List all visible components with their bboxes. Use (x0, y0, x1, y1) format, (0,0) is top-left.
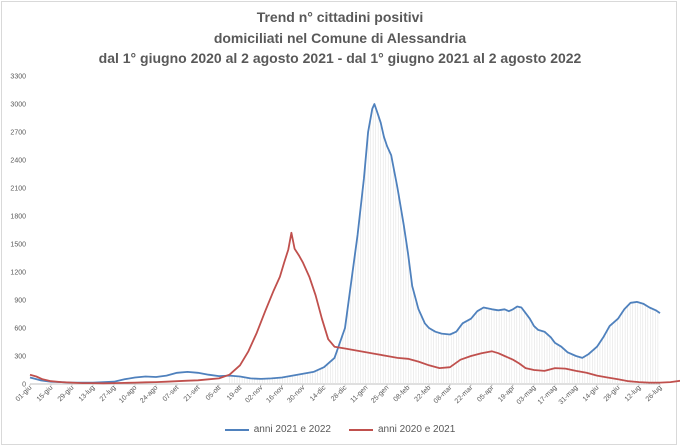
x-tick-label: 19-apr (497, 384, 517, 404)
series-line-1 (29, 103, 661, 384)
y-tick-label: 1500 (10, 242, 26, 249)
x-tick-label: 12-lug (624, 384, 643, 403)
x-tick-label: 03-mag (516, 384, 538, 406)
x-tick-label: 25-gen (370, 384, 390, 404)
x-tick-label: 16-nov (265, 384, 285, 404)
y-tick-label: 2100 (10, 186, 26, 193)
x-tick-label: 15-giu (36, 384, 55, 403)
x-tick-label: 24-ago (139, 384, 159, 404)
chart-title: Trend n° cittadini positivi (256, 9, 424, 25)
x-tick-label: 14-dic (309, 384, 328, 403)
x-tick-label: 21-set (183, 384, 202, 403)
x-tick-label: 05-ott (205, 384, 223, 402)
x-tick-label: 19-ott (226, 384, 244, 402)
chart-subtitle-1: domiciliati nel Comune di Alessandria (213, 30, 467, 46)
y-tick-label: 1200 (10, 270, 26, 277)
x-tick-label: 30-nov (286, 384, 306, 404)
y-tick-label: 1800 (10, 214, 26, 221)
x-tick-label: 29-giu (57, 384, 76, 403)
line-chart: 0 300 600 900 1200 1500 1800 2100 2400 2700 3000 33… (10, 74, 680, 406)
legend-item-series-2: anni 2020 e 2021 (349, 424, 455, 435)
x-tick-label: 27-lug (99, 384, 118, 403)
series-line-2 (29, 231, 680, 385)
x-tick-label: 28-giu (603, 384, 622, 403)
x-tick-label: 22-mar (454, 384, 475, 405)
x-tick-label: 31-mag (558, 384, 580, 406)
chart-subtitle-2: dal 1° giugno 2020 al 2 agosto 2021 - da… (98, 50, 582, 66)
y-tick-label: 300 (14, 354, 26, 361)
x-tick-label: 26-lug (645, 384, 664, 403)
y-tick-label: 2400 (10, 158, 26, 165)
x-tick-label: 17-mag (537, 384, 559, 406)
x-tick-label: 07-set (162, 384, 181, 403)
y-tick-label: 3300 (10, 74, 26, 81)
x-tick-label: 05-apr (476, 384, 496, 404)
x-tick-label: 10-ago (118, 384, 138, 404)
x-tick-label: 22-feb (413, 384, 432, 403)
y-tick-label: 900 (14, 298, 26, 305)
x-tick-label: 08-mar (433, 384, 454, 405)
legend-item-series-1: anni 2021 e 2022 (224, 424, 331, 435)
x-tick-label: 28-dic (330, 384, 349, 403)
chart-legend: anni 2021 e 2022 anni 2020 e 2021 (0, 424, 680, 435)
y-tick-label: 600 (14, 326, 26, 333)
x-tick-label: 13-lug (78, 384, 97, 403)
y-tick-label: 2700 (10, 130, 26, 137)
y-tick-label: 0 (22, 382, 26, 389)
x-tick-label: 08-feb (392, 384, 411, 403)
x-tick-label: 14-giu (582, 384, 601, 403)
x-tick-label: 02-nov (244, 384, 264, 404)
legend-swatch-series-2 (349, 428, 373, 431)
x-tick-label: 11-gen (349, 384, 369, 404)
legend-label-series-2: anni 2020 e 2021 (378, 424, 456, 435)
legend-swatch-series-1 (224, 428, 249, 431)
y-tick-label: 3000 (10, 102, 26, 109)
legend-label-series-1: anni 2021 e 2022 (253, 424, 331, 435)
